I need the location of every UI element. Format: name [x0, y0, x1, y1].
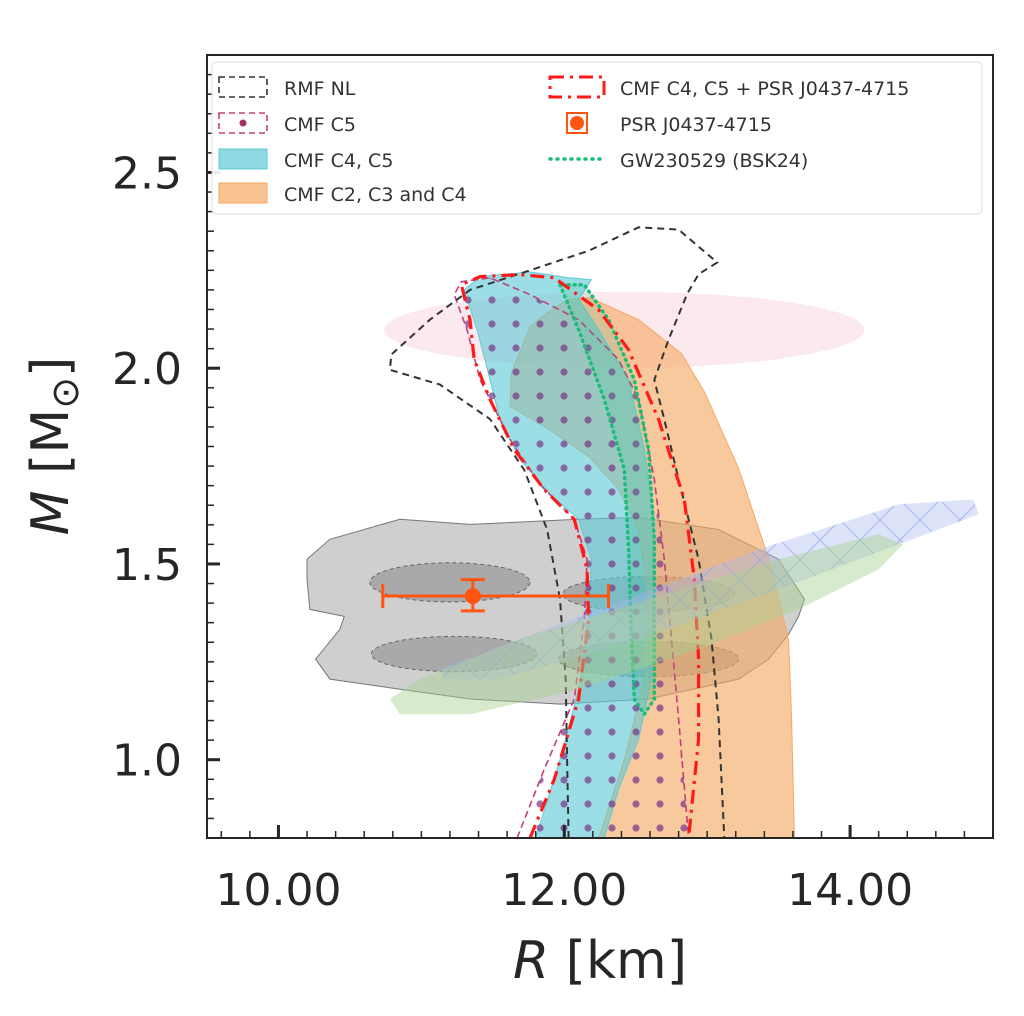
legend-marker	[570, 116, 584, 130]
legend-swatch	[548, 75, 606, 99]
legend-label: RMF NL	[284, 78, 356, 100]
x-tick-label: 10.00	[215, 865, 341, 916]
x-tick-label: 12.00	[501, 865, 627, 916]
x-tick-label: 14.00	[787, 865, 913, 916]
legend-box	[211, 61, 983, 215]
contour-cmf-c5	[453, 276, 690, 838]
legend-swatch	[218, 76, 268, 98]
legend-swatch	[218, 112, 268, 134]
legend-label: CMF C4, C5	[284, 150, 393, 172]
axis-ticks: 10.00 12.00 14.00 1.0 1.5 2.0 2.5	[112, 54, 994, 916]
contour-cmf-c4-c5-psr-j0437-4715	[459, 272, 701, 838]
psr-marker	[464, 588, 481, 605]
region-dots-cmf-c5	[454, 277, 689, 838]
gray-inner-region-0	[369, 562, 531, 603]
legend: RMF NL CMF C5 CMF C4, C5 CMF C2, C3 and C4 C…	[211, 61, 983, 215]
legend-label: CMF C2, C3 and C4	[284, 184, 467, 206]
legend-swatch	[566, 112, 588, 134]
y-tick-label: 2.5	[112, 148, 182, 199]
legend-label: CMF C5	[284, 114, 356, 136]
green-region	[389, 534, 903, 715]
legend-label: GW230529 (BSK24)	[620, 150, 808, 172]
legend-dot	[239, 119, 247, 127]
y-tick-label: 2.0	[112, 344, 182, 395]
y-tick-label: 1.0	[112, 736, 182, 787]
blue-hatch	[439, 499, 979, 680]
contour-rmf-nl	[388, 226, 726, 838]
legend-swatch	[218, 148, 268, 170]
x-axis-label: R [km]	[513, 931, 687, 991]
legend-label: CMF C4, C5 + PSR J0437-4715	[620, 78, 909, 100]
legend-swatch	[218, 182, 268, 204]
legend-label: PSR J0437-4715	[620, 114, 772, 136]
y-axis-label: M [M⊙]	[21, 357, 87, 536]
plot-area	[306, 226, 979, 838]
y-tick-label: 1.5	[112, 540, 182, 591]
psr-data-point	[381, 578, 611, 613]
